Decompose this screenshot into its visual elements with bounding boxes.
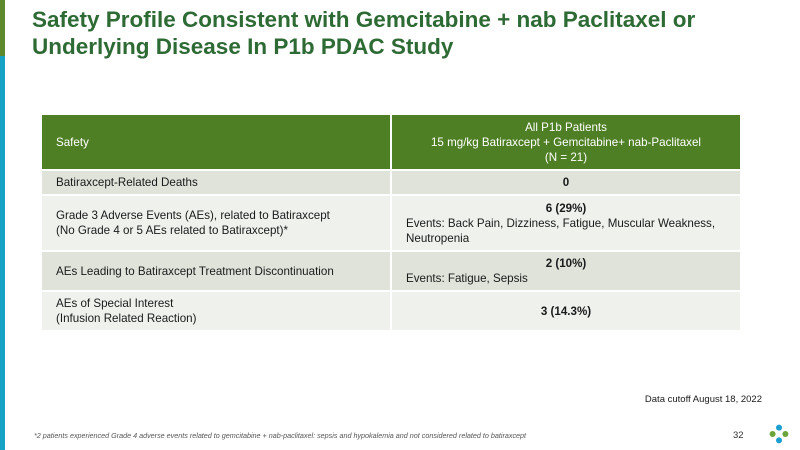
header-line-1: All P1b Patients <box>525 120 607 134</box>
header-line-2: 15 mg/kg Batiraxcept + Gemcitabine+ nab-… <box>430 135 702 149</box>
row-value: 2 (10%) Events: Fatigue, Sepsis <box>391 250 740 291</box>
row-label: Grade 3 Adverse Events (AEs), related to… <box>42 194 392 251</box>
row-value-events: Events: Fatigue, Sepsis <box>406 272 528 285</box>
row-value-count: 6 (29%) <box>545 201 587 215</box>
table-row-discontinuation: AEs Leading to Batiraxcept Treatment Dis… <box>42 250 740 291</box>
slide-accent-bar <box>0 0 5 450</box>
table-header-row: Safety All P1b Patients 15 mg/kg Batirax… <box>42 115 740 170</box>
row-value-events: Events: Back Pain, Dizziness, Fatigue, M… <box>406 216 716 245</box>
header-safety: Safety <box>42 115 392 170</box>
row-label: Batiraxcept-Related Deaths <box>42 169 392 195</box>
row-value: 3 (14.3%) <box>391 290 740 330</box>
row-label-line-1: Grade 3 Adverse Events (AEs), related to… <box>56 209 330 222</box>
row-label-line-1: Batiraxcept-Related Deaths <box>56 176 198 189</box>
table-row-deaths: Batiraxcept-Related Deaths 0 <box>42 169 740 195</box>
row-label-line-1: AEs of Special Interest <box>56 297 174 310</box>
data-cutoff-note: Data cutoff August 18, 2022 <box>644 394 762 405</box>
footnote: *2 patients experienced Grade 4 adverse … <box>34 431 527 440</box>
table-row-special-interest: AEs of Special Interest (Infusion Relate… <box>42 290 740 330</box>
table-row-grade3: Grade 3 Adverse Events (AEs), related to… <box>42 194 740 251</box>
row-label-line-2: (Infusion Related Reaction) <box>56 312 197 325</box>
row-value-count: 2 (10%) <box>545 257 587 270</box>
safety-table: Safety All P1b Patients 15 mg/kg Batirax… <box>42 115 740 330</box>
row-value: 0 <box>391 169 740 195</box>
row-label-line-1: AEs Leading to Batiraxcept Treatment Dis… <box>56 264 334 278</box>
slide-title: Safety Profile Consistent with Gemcitabi… <box>32 7 696 59</box>
row-label-line-2: (No Grade 4 or 5 AEs related to Batiraxc… <box>56 224 288 237</box>
row-label: AEs of Special Interest (Infusion Relate… <box>42 290 392 330</box>
accent-bar-blue <box>0 56 5 450</box>
company-logo-icon <box>769 424 789 444</box>
header-all-patients: All P1b Patients 15 mg/kg Batiraxcept + … <box>391 115 740 170</box>
page-number: 32 <box>733 430 744 441</box>
header-line-3: (N = 21) <box>544 150 588 164</box>
row-value: 6 (29%) Events: Back Pain, Dizziness, Fa… <box>391 194 740 251</box>
accent-bar-green <box>0 0 5 56</box>
row-label: AEs Leading to Batiraxcept Treatment Dis… <box>42 250 392 291</box>
